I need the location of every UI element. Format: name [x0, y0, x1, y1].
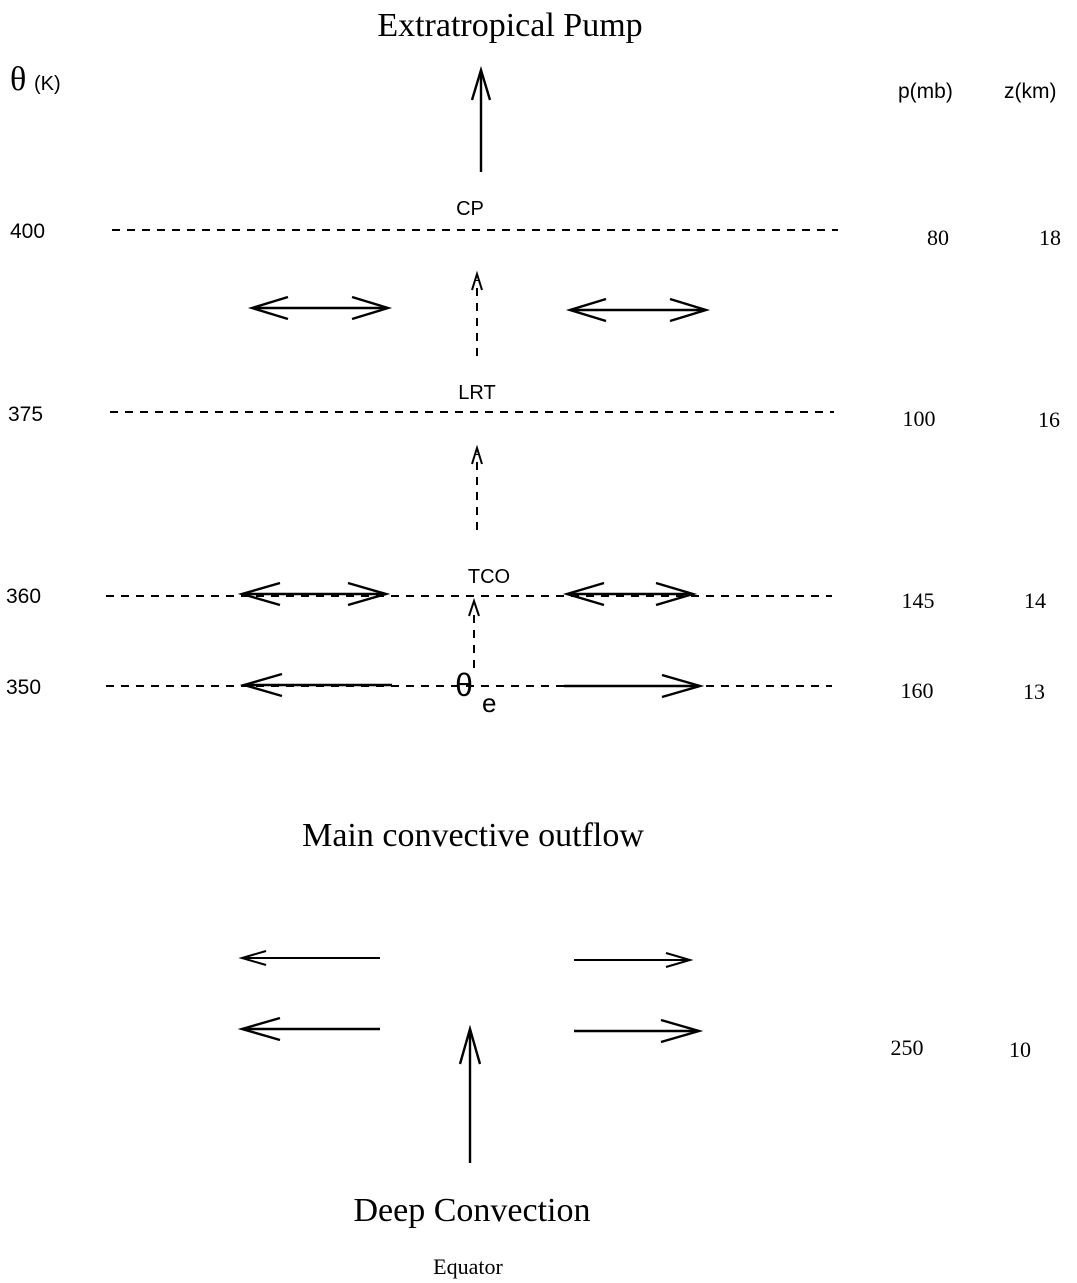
level-400: 400 CP 80 18	[10, 198, 1061, 250]
dashed-upward-arrow-thetae-to-tco	[468, 597, 480, 668]
pressure-value: 100	[903, 406, 936, 431]
theta-header: θ	[10, 61, 26, 98]
outflow-arrow-right-thetae	[564, 673, 705, 699]
altitude-value: 18	[1039, 225, 1061, 250]
outflow-arrow-right-top	[574, 952, 694, 968]
theta-value: 350	[6, 676, 41, 699]
outflow-arrow-left-thetae	[239, 672, 392, 698]
theta-unit: (K)	[34, 73, 61, 95]
level-360: 360 TCO 145 14	[6, 566, 1046, 613]
level-375: 375 LRT 100 16	[8, 382, 1060, 432]
theta-value: 375	[8, 403, 43, 426]
diagram-title: Extratropical Pump	[377, 7, 642, 44]
pressure-value: 145	[902, 588, 935, 613]
location-label: Equator	[433, 1254, 503, 1279]
pressure-value: 160	[901, 678, 934, 703]
theta-value: 400	[10, 220, 45, 243]
theta-value: 360	[6, 585, 41, 608]
level-350: 350 θ e 160 13	[6, 667, 1045, 718]
level-label: TCO	[468, 566, 510, 588]
mixing-arrow-right-tco	[562, 581, 698, 607]
mixing-arrow-right-upper	[565, 297, 711, 323]
pressure-header: p(mb)	[898, 80, 953, 103]
outflow-arrow-right-bottom	[574, 1018, 704, 1044]
outflow-arrow-left-top	[238, 950, 380, 966]
theta-e-symbol: θ	[455, 667, 473, 703]
dashed-upward-arrow-tco-to-lrt	[471, 444, 483, 530]
mixing-arrow-left-upper	[247, 295, 393, 321]
theta-e-subscript: e	[482, 688, 496, 718]
outflow-label: Main convective outflow	[302, 817, 644, 854]
outflow-altitude-value: 10	[1009, 1037, 1031, 1062]
level-label: CP	[456, 198, 484, 220]
deep-convection-arrow	[458, 1024, 482, 1163]
outflow-arrow-left-bottom	[237, 1016, 380, 1042]
dashed-upward-arrow-lrt-to-cp	[471, 270, 483, 356]
source-label: Deep Convection	[354, 1192, 591, 1229]
altitude-value: 16	[1038, 407, 1060, 432]
pressure-value: 80	[927, 225, 949, 250]
level-label: LRT	[458, 382, 495, 404]
altitude-value: 13	[1023, 679, 1045, 704]
extratropical-pump-arrow	[470, 65, 492, 172]
outflow-pressure-value: 250	[891, 1035, 924, 1060]
mixing-arrow-left-tco	[237, 581, 391, 607]
altitude-header: z(km)	[1004, 80, 1056, 103]
altitude-value: 14	[1024, 588, 1046, 613]
